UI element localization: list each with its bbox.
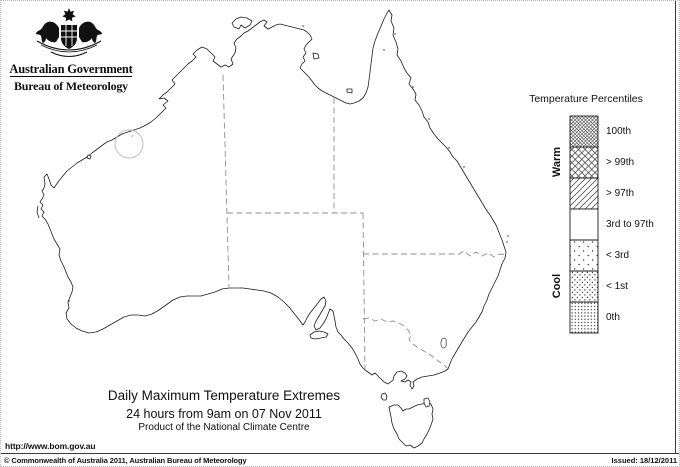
legend-swatch-3rd-97th [569,208,599,241]
islet-dots [68,25,509,302]
legend-label-lt1st: < 1st [606,281,628,292]
mornington-island [346,88,353,94]
border-141e [362,212,366,370]
border-qld-nsw [363,250,507,258]
issued-date: Issued: 18/12/2011 [611,456,677,465]
extreme-area-circle [114,129,144,159]
map-product: Product of the National Climate Centre [138,422,310,433]
legend-swatch-gt97th [569,177,599,210]
map-frame-right [675,1,676,453]
king-island [380,392,388,401]
barrow-island [86,154,92,160]
station-dot [131,135,133,137]
tiwi-islands [231,16,253,30]
bureau-title: Bureau of Meteorology [13,79,128,93]
mainland-coastline [39,9,507,390]
kangaroo-island [309,330,329,340]
legend-warm-label: Warm [551,146,563,178]
border-nsw-vic [362,317,449,370]
flinders-island [423,397,431,408]
bom-url: http://www.bom.gov.au [5,441,96,451]
legend-label-100th: 100th [606,126,632,137]
legend-swatch-100th [569,115,599,148]
legend-swatch-gt99th [569,146,599,179]
legend-label-gt99th: > 99th [606,157,635,168]
legend-cool-label: Cool [551,273,563,299]
legend-label-lt3rd: < 3rd [606,250,630,261]
border-wa [222,74,230,288]
coat-of-arms-icon [36,8,102,57]
act-outline [440,337,447,349]
legend-swatch-lt3rd [569,239,599,272]
map-title: Daily Maximum Temperature Extremes [107,388,341,403]
legend-label-0th: 0th [606,312,620,323]
legend-swatch-0th [569,301,599,334]
map-period: 24 hours from 9am on 07 Nov 2011 [126,407,322,421]
government-title: Australian Government [9,62,133,76]
legend-label-3rd-97th: 3rd to 97th [606,219,654,230]
dirk-hartog-island [36,205,40,219]
legend-swatch-lt1st [569,270,599,303]
legend-title: Temperature Percentiles [529,93,643,105]
header-divider [10,76,132,77]
legend-label-gt97th: > 97th [606,188,635,199]
groote-eylandt [312,52,320,60]
tasmania [388,402,434,449]
state-borders [222,74,507,370]
map-frame-bottom [1,453,679,454]
legend-bar [569,115,599,334]
islands [36,16,434,449]
copyright-text: © Commonwealth of Australia 2011, Austra… [4,456,247,465]
